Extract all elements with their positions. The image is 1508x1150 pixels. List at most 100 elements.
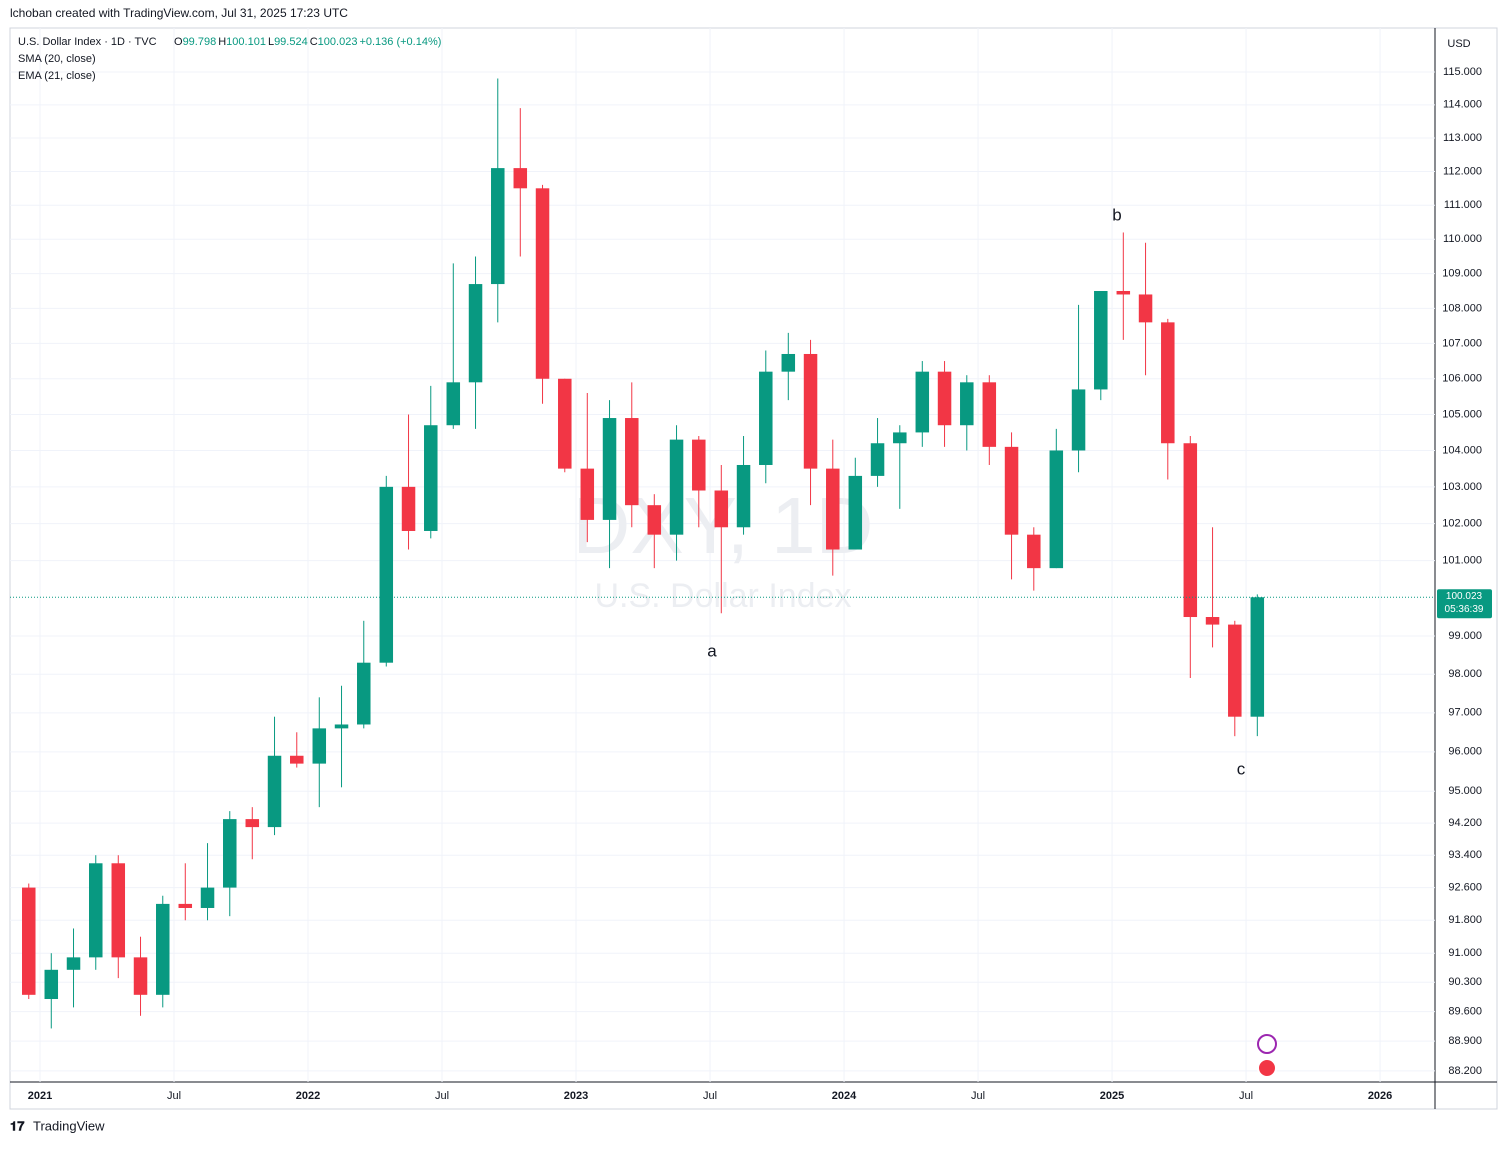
- candle-body: [647, 505, 662, 535]
- ohlc-value: 100.101: [226, 36, 266, 48]
- candle-body: [960, 382, 974, 426]
- candle-body: [200, 887, 215, 908]
- legend-symbol: U.S. Dollar Index · 1D · TVC: [18, 36, 157, 48]
- x-tick-label: 2021: [28, 1090, 52, 1102]
- credit: lchoban created with TradingView.com, Ju…: [10, 6, 348, 20]
- candle-body: [334, 724, 349, 729]
- y-tick-label: 114.000: [1443, 99, 1482, 111]
- ohlc-key: L: [268, 36, 274, 48]
- candle-body: [156, 903, 170, 995]
- y-tick-label: 115.000: [1443, 66, 1482, 78]
- ohlc-key: C: [310, 36, 318, 48]
- ohlc-key: O: [174, 36, 183, 48]
- event-icon[interactable]: [1257, 1034, 1277, 1054]
- candle-body: [245, 819, 260, 828]
- y-tick-label: 108.000: [1442, 302, 1482, 314]
- candle-body: [133, 957, 148, 995]
- watermark-subtitle: U.S. Dollar Index: [595, 577, 852, 615]
- countdown-label: 05:36:39: [1445, 604, 1484, 615]
- candle-body: [714, 490, 729, 528]
- candle-body: [357, 662, 371, 725]
- candle-body: [736, 464, 751, 528]
- candle-body: [759, 371, 773, 465]
- candle-body: [111, 863, 126, 958]
- ohlc-value: 99.798: [183, 36, 217, 48]
- y-tick-label: 105.000: [1442, 408, 1482, 420]
- x-tick-label: 2026: [1368, 1090, 1392, 1102]
- y-tick-label: 104.000: [1442, 444, 1482, 456]
- x-tick-label: 2022: [296, 1090, 320, 1102]
- candle-body: [401, 486, 416, 531]
- y-tick-label: 88.200: [1448, 1065, 1482, 1077]
- candle-body: [1049, 450, 1064, 569]
- candle-body: [580, 468, 595, 520]
- candle-body: [468, 284, 483, 383]
- candle-body: [290, 755, 304, 764]
- y-tick-label: 110.000: [1443, 233, 1482, 245]
- annotation: a: [707, 641, 717, 660]
- candle-body: [848, 475, 863, 550]
- candle-body: [692, 439, 706, 491]
- y-tick-label: 94.200: [1448, 817, 1482, 829]
- y-tick-label: 106.000: [1442, 373, 1482, 385]
- event-icon[interactable]: [1257, 1058, 1277, 1078]
- candle-body: [826, 468, 840, 550]
- indicator: SMA (20, close): [18, 53, 96, 65]
- candle-body: [1094, 290, 1108, 390]
- candle-body: [982, 382, 997, 447]
- candle-body: [669, 439, 684, 535]
- candle-body: [535, 188, 550, 379]
- candle-body: [312, 728, 327, 764]
- y-tick-label: 91.800: [1448, 914, 1482, 926]
- y-tick-label: 97.000: [1448, 707, 1482, 719]
- candle-body: [781, 353, 796, 372]
- candle-body: [178, 903, 193, 908]
- candle-body: [558, 378, 572, 469]
- y-tick-label: 92.600: [1448, 882, 1482, 894]
- candle-body: [915, 371, 930, 433]
- y-tick-label: 89.600: [1448, 1005, 1482, 1017]
- candle-body: [870, 443, 885, 476]
- candle-body: [22, 887, 36, 995]
- last-price-label: 100.023: [1446, 591, 1483, 602]
- candle-body: [1138, 294, 1153, 323]
- x-tick-label: Jul: [703, 1090, 717, 1102]
- y-tick-label: 91.000: [1448, 947, 1482, 959]
- y-tick-label: 107.000: [1442, 337, 1482, 349]
- candle-body: [491, 168, 505, 285]
- x-tick-label: 2025: [1100, 1090, 1124, 1102]
- candle-body: [379, 486, 394, 663]
- candle-body: [446, 382, 461, 426]
- y-tick-label: 113.000: [1443, 132, 1482, 144]
- candle-body: [267, 755, 282, 828]
- candle-body: [937, 371, 952, 426]
- candle-body: [1004, 446, 1019, 535]
- brand: TradingView: [33, 1118, 105, 1133]
- y-tick-label: 111.000: [1444, 199, 1482, 211]
- y-tick-label: 98.000: [1448, 668, 1482, 680]
- grid: [10, 28, 1435, 1082]
- y-tick-label: 103.000: [1442, 481, 1482, 493]
- candle-body: [424, 425, 438, 531]
- frame: [9, 27, 1498, 1110]
- x-tick-label: Jul: [167, 1090, 181, 1102]
- annotation: b: [1112, 205, 1121, 224]
- x-tick-label: 2023: [564, 1090, 588, 1102]
- candle-body: [1027, 534, 1041, 569]
- y-tick-label: 101.000: [1442, 555, 1482, 567]
- candle-body: [513, 168, 528, 189]
- ohlc-legend: O 99.798 H 100.101 L 99.524 C 100.023 +0.136 (+0…: [174, 36, 441, 48]
- ohlc-change: +0.136 (+0.14%): [359, 36, 441, 48]
- x-tick-label: 2024: [832, 1090, 857, 1102]
- candle-body: [803, 353, 818, 469]
- y-tick-label: 112.000: [1443, 165, 1482, 177]
- y-tick-label: 95.000: [1448, 785, 1482, 797]
- candle-body: [1161, 322, 1175, 444]
- y-tick-label: 93.400: [1448, 849, 1482, 861]
- candle-body: [1205, 617, 1220, 625]
- candles: [22, 78, 1265, 1029]
- x-tick-label: Jul: [1239, 1090, 1253, 1102]
- ohlc-key: H: [218, 36, 226, 48]
- logo-mark: 𝟏𝟕: [10, 1118, 25, 1133]
